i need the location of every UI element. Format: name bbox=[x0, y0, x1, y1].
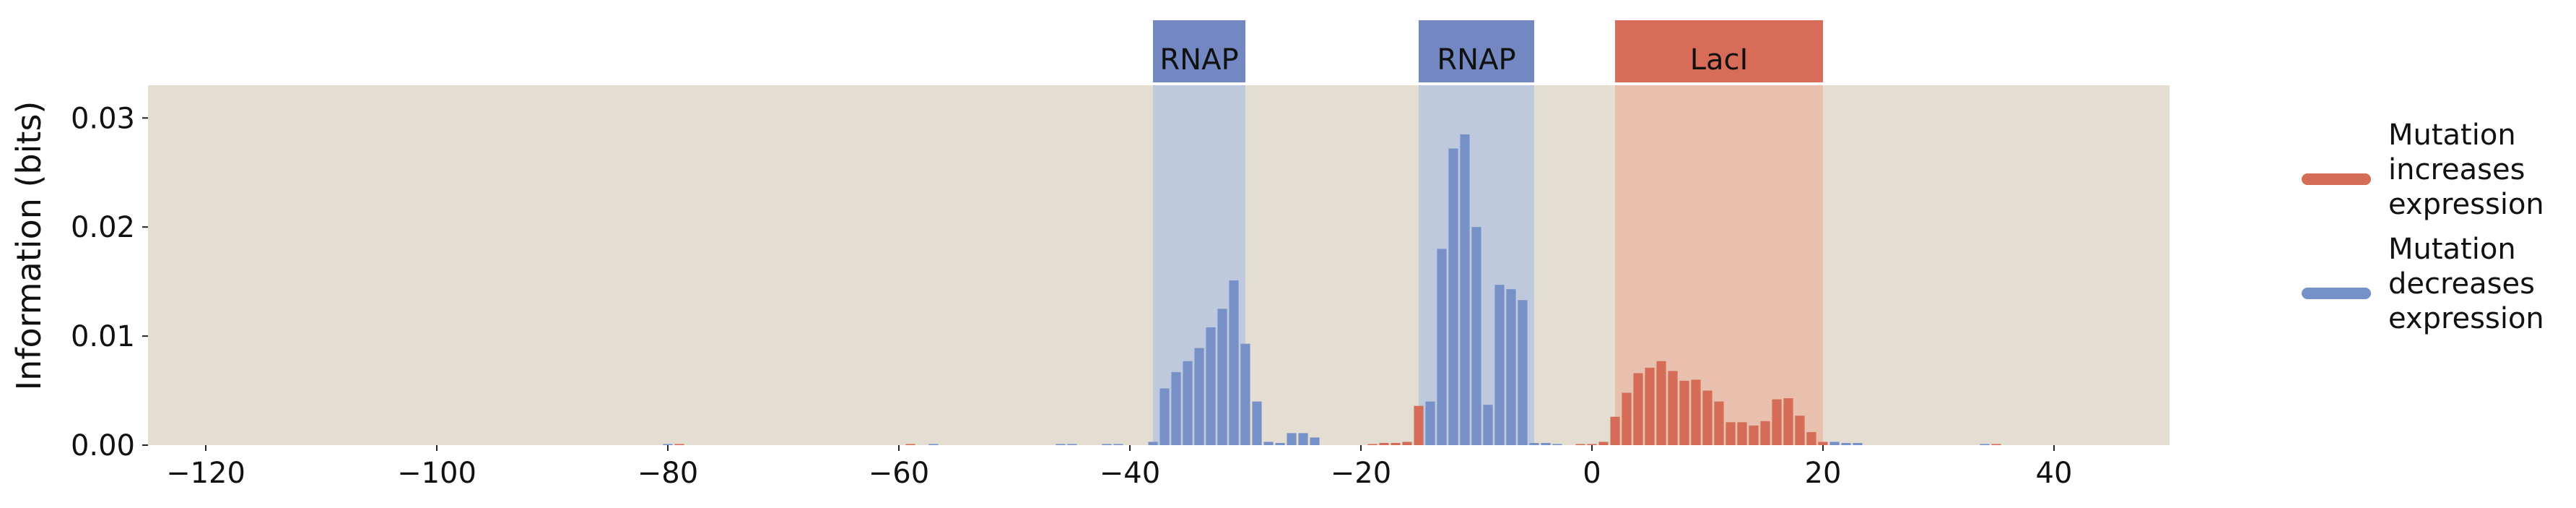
x-tick-label: −40 bbox=[1100, 457, 1160, 490]
y-axis-title: Information (bits) bbox=[9, 101, 48, 391]
legend-label-line: Mutation bbox=[2388, 119, 2516, 152]
bar bbox=[1448, 148, 1458, 445]
bar bbox=[1171, 371, 1181, 445]
legend-label-line: decreases bbox=[2388, 267, 2535, 301]
bar bbox=[1829, 442, 1840, 445]
x-tick-label: 20 bbox=[1805, 457, 1842, 490]
bar bbox=[1414, 405, 1424, 445]
bar bbox=[1494, 285, 1505, 445]
bar bbox=[1275, 442, 1285, 445]
bar bbox=[1749, 425, 1759, 445]
bar bbox=[1575, 444, 1585, 445]
x-tick-label: −60 bbox=[869, 457, 929, 490]
bar bbox=[1772, 399, 1782, 445]
bar bbox=[1183, 361, 1193, 445]
bar bbox=[1622, 392, 1632, 445]
bar bbox=[1587, 444, 1597, 445]
bar bbox=[1298, 433, 1308, 445]
bar bbox=[1379, 442, 1389, 445]
bar bbox=[1471, 227, 1481, 445]
bar bbox=[1391, 442, 1401, 445]
bar bbox=[1610, 416, 1620, 445]
bar bbox=[1795, 416, 1805, 445]
bar bbox=[1714, 401, 1724, 445]
legend-label-line: expression bbox=[2388, 302, 2544, 335]
bar bbox=[1552, 444, 1562, 445]
y-tick-label: 0.00 bbox=[71, 429, 135, 462]
x-tick-label: −20 bbox=[1331, 457, 1391, 490]
region-label-rnap-1: RNAP bbox=[1437, 43, 1515, 77]
bar bbox=[1425, 401, 1435, 445]
bar bbox=[1633, 373, 1643, 445]
y-tick-label: 0.03 bbox=[71, 102, 135, 135]
bar bbox=[1067, 444, 1077, 445]
bar bbox=[1980, 444, 1990, 445]
x-tick-label: −80 bbox=[638, 457, 698, 490]
region-label-rnap-0: RNAP bbox=[1159, 43, 1238, 77]
bar bbox=[1437, 249, 1447, 445]
region-label-laci-2: LacI bbox=[1690, 43, 1749, 77]
bar bbox=[1159, 388, 1170, 445]
legend: MutationincreasesexpressionMutationdecre… bbox=[2302, 119, 2544, 335]
bar bbox=[674, 444, 684, 445]
bar bbox=[1598, 442, 1609, 445]
y-axis: 0.00 0.01 0.02 0.03 bbox=[71, 102, 148, 462]
bar bbox=[1287, 433, 1297, 445]
bar bbox=[1853, 442, 1863, 445]
bar bbox=[1206, 327, 1216, 445]
y-tick-label: 0.01 bbox=[71, 320, 135, 353]
bar bbox=[1518, 300, 1528, 445]
bar bbox=[1529, 442, 1539, 445]
bar bbox=[1310, 437, 1320, 445]
bar bbox=[1668, 371, 1678, 445]
bar bbox=[1841, 442, 1851, 445]
binding-site-headers: RNAP RNAP LacI bbox=[1153, 20, 1823, 82]
legend-label-line: expression bbox=[2388, 188, 2544, 221]
bar bbox=[928, 444, 939, 445]
bar bbox=[1056, 444, 1066, 445]
bar bbox=[663, 444, 673, 445]
bar bbox=[1691, 379, 1701, 445]
bar bbox=[1783, 398, 1793, 445]
bar bbox=[1702, 390, 1713, 445]
header-laci-2 bbox=[1615, 20, 1823, 82]
x-axis: −120 −100 −80 −60 −40 −20 0 20 40 bbox=[166, 445, 2072, 490]
bar bbox=[1991, 444, 2001, 445]
x-tick-label: −120 bbox=[166, 457, 245, 490]
bar bbox=[1541, 442, 1551, 445]
x-tick-label: 0 bbox=[1583, 457, 1601, 490]
bar bbox=[1818, 442, 1828, 445]
bar bbox=[1726, 422, 1736, 445]
bar bbox=[1483, 405, 1493, 445]
bar bbox=[1679, 380, 1689, 445]
bar bbox=[1217, 309, 1227, 445]
bar bbox=[1656, 361, 1666, 445]
bar bbox=[1645, 367, 1655, 445]
header-rnap-0 bbox=[1153, 20, 1245, 82]
bar bbox=[1148, 442, 1158, 445]
bar bbox=[1367, 444, 1378, 445]
bar bbox=[1252, 401, 1262, 445]
bar bbox=[1760, 421, 1770, 445]
header-rnap-1 bbox=[1419, 20, 1534, 82]
bar bbox=[1737, 422, 1747, 445]
legend-label-line: increases bbox=[2388, 153, 2525, 186]
bar bbox=[1263, 442, 1274, 445]
legend-label-line: Mutation bbox=[2388, 233, 2516, 266]
bar bbox=[1102, 444, 1112, 445]
bar bbox=[1240, 343, 1250, 445]
bar bbox=[1229, 280, 1239, 445]
bar bbox=[1113, 444, 1123, 445]
bar bbox=[1806, 431, 1816, 445]
bar bbox=[1194, 348, 1204, 445]
bar bbox=[1402, 442, 1412, 445]
x-tick-label: 40 bbox=[2036, 457, 2073, 490]
bars bbox=[663, 134, 2001, 445]
bar bbox=[1460, 134, 1470, 445]
bar bbox=[1506, 289, 1516, 445]
x-tick-label: −100 bbox=[397, 457, 477, 490]
bar bbox=[905, 444, 915, 445]
y-tick-label: 0.02 bbox=[71, 211, 135, 244]
